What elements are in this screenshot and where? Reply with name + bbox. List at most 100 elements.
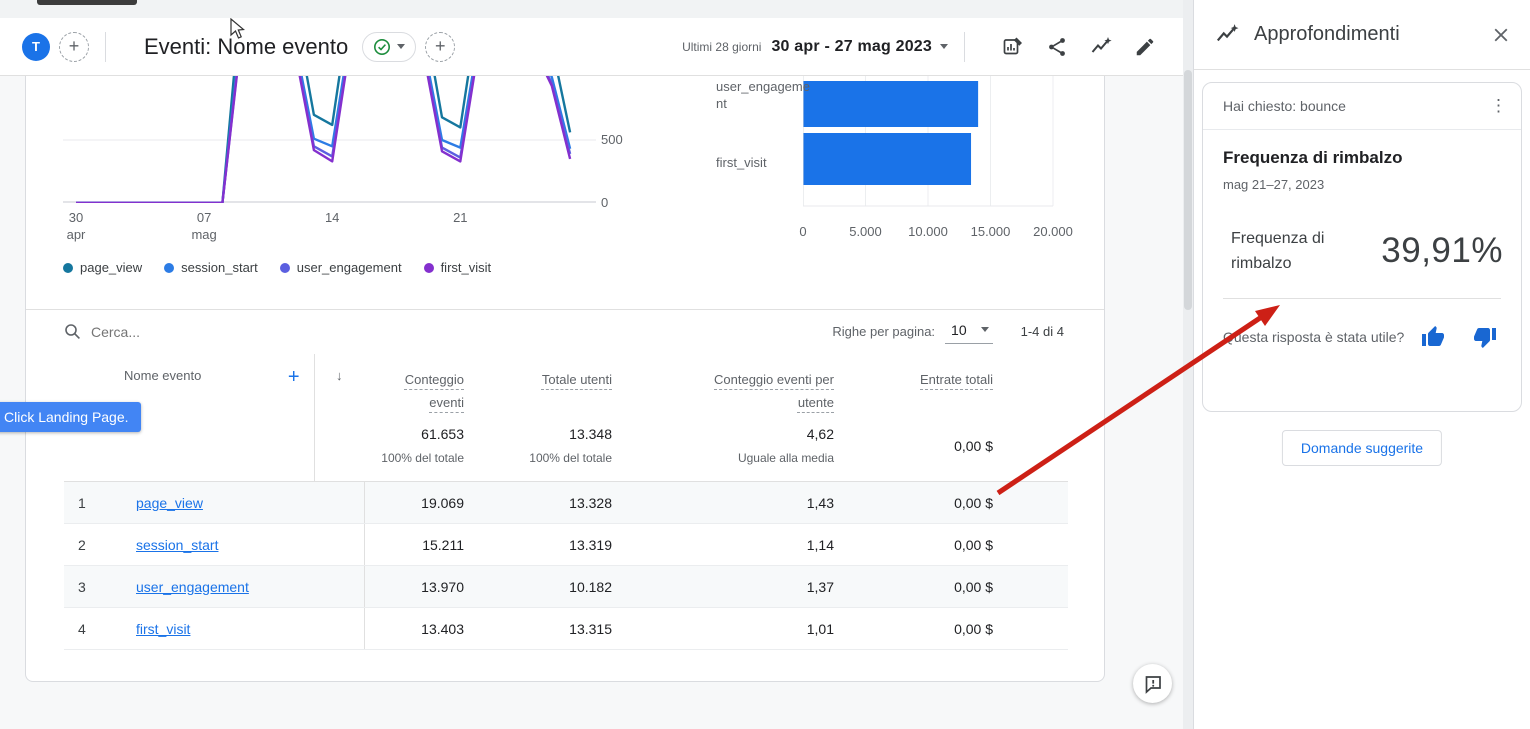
events-table: Nome evento + ↓ Conteggio eventi Totale … <box>64 354 1068 650</box>
cell-conteggio: 13.970 <box>364 565 476 608</box>
row-number: 1 <box>64 481 114 524</box>
check-circle-icon <box>374 38 391 55</box>
legend-item-user_engagement: user_engagement <box>279 260 402 275</box>
table-row: 4 first_visit 13.403 13.315 1,01 0,00 $ <box>64 607 1068 650</box>
insight-period: mag 21–27, 2023 <box>1223 177 1325 192</box>
suggested-questions-button[interactable]: Domande suggerite <box>1281 430 1443 466</box>
thumb-down-icon[interactable] <box>1473 325 1497 349</box>
rows-per-page-label: Righe per pagina: <box>832 324 936 339</box>
x-tick-label: 21 <box>453 210 468 225</box>
cell-utenti: 13.315 <box>476 607 624 650</box>
cell-utenti: 10.182 <box>476 565 624 608</box>
kebab-menu-icon[interactable]: ⋮ <box>1490 96 1507 115</box>
event-link[interactable]: user_engagement <box>136 578 249 595</box>
scrollbar-thumb[interactable] <box>1184 70 1192 310</box>
cell-entrate: 0,00 $ <box>846 565 1068 608</box>
insights-sparkle-icon <box>1216 23 1239 41</box>
event-link[interactable]: first_visit <box>136 620 191 637</box>
toolbar-divider <box>964 31 965 62</box>
totals-row: 61.653 100% del totale 13.348 100% del tot… <box>64 414 1068 482</box>
x-tick-label: 14 <box>324 210 340 225</box>
chevron-down-icon <box>397 44 406 49</box>
cell-entrate: 0,00 $ <box>846 523 1068 566</box>
cell-per-utente: 1,43 <box>624 481 846 524</box>
date-range-value: 30 apr - 27 mag 2023 <box>771 37 932 55</box>
insights-icon[interactable] <box>1089 35 1113 59</box>
event-link[interactable]: session_start <box>136 536 219 553</box>
chat-bubble-icon <box>1145 675 1161 694</box>
column-header-eventi-per-utente[interactable]: Conteggio eventi per utente <box>714 372 834 410</box>
add-dimension-icon[interactable]: + <box>287 366 300 388</box>
share-icon[interactable] <box>1045 35 1069 59</box>
add-report-button[interactable]: + <box>425 31 456 62</box>
chart-legend: page_view session_start user_engagement fir… <box>63 260 491 275</box>
bar-x-tick-label: 10.000 <box>908 224 948 239</box>
x-tick-label: 07 mag <box>191 210 217 242</box>
bar-x-tick-label: 15.000 <box>970 224 1011 239</box>
legend-item-session_start: session_start <box>164 260 258 275</box>
chevron-down-icon <box>940 44 948 49</box>
legend-dot <box>164 262 175 273</box>
events-line-chart: 500 0 30 apr 07 mag 14 21 <box>63 76 663 291</box>
cell-utenti: 13.319 <box>476 523 624 566</box>
insight-card-header: Hai chiesto: bounce ⋮ <box>1203 83 1521 130</box>
landing-page-tooltip: Click Landing Page. <box>0 402 141 432</box>
x-tick-label: 30 apr <box>66 210 86 242</box>
cell-conteggio: 15.211 <box>364 523 476 566</box>
legend-label: session_start <box>181 260 258 275</box>
column-header-conteggio-eventi[interactable]: Conteggio eventi <box>404 372 464 410</box>
report-status-pill[interactable] <box>362 31 417 62</box>
top-strip <box>0 0 1183 18</box>
customize-report-icon[interactable] <box>1001 35 1025 59</box>
legend-label: page_view <box>80 260 143 275</box>
add-account-button[interactable]: + <box>59 31 89 62</box>
header-divider <box>105 31 106 62</box>
chevron-down-icon <box>980 327 989 332</box>
row-number: 4 <box>64 607 114 650</box>
question-label: Hai chiesto: bounce <box>1223 98 1346 114</box>
report-title: Eventi: Nome evento <box>144 33 349 59</box>
account-avatar[interactable]: T <box>22 32 50 61</box>
table-row: 3 user_engagement 13.970 10.182 1,37 0,00 $ <box>64 565 1068 608</box>
thumb-up-icon[interactable] <box>1421 325 1445 349</box>
date-range-selector[interactable]: Ultimi 28 giorni 30 apr - 27 mag 2023 <box>682 38 948 56</box>
row-number: 3 <box>64 565 114 608</box>
events-bar-chart: user_engagement first_visit 0 5.000 10.000 1… <box>691 76 1106 316</box>
feedback-row: Questa risposta è stata utile? <box>1223 325 1497 349</box>
column-header-totale-utenti[interactable]: Totale utenti <box>541 372 612 387</box>
app-header-bar: T + Eventi: Nome evento + Ultimi 28 gior… <box>0 18 1183 76</box>
cell-per-utente: 1,01 <box>624 607 846 650</box>
edit-icon[interactable] <box>1133 35 1157 59</box>
search-icon <box>65 324 80 339</box>
y-tick-label: 500 <box>601 132 623 147</box>
cell-per-utente: 1,14 <box>624 523 846 566</box>
metric-value: 39,91% <box>1381 231 1503 270</box>
y-tick-label: 0 <box>601 195 609 210</box>
legend-dot <box>63 262 73 273</box>
bar-x-tick-label: 5.000 <box>849 224 882 239</box>
bar-x-tick-label: 0 <box>799 224 807 239</box>
metric-row: Frequenza di rimbalzo 39,91% <box>1231 226 1503 276</box>
feedback-chat-button[interactable] <box>1133 664 1172 703</box>
rows-per-page-select[interactable]: 10 <box>945 320 993 344</box>
panel-title: Approfondimenti <box>1254 23 1400 45</box>
insight-card: Hai chiesto: bounce ⋮ Frequenza di rimba… <box>1202 82 1522 412</box>
legend-dot <box>423 262 434 273</box>
legend-item-page_view: page_view <box>63 260 142 275</box>
column-header-entrate-totali[interactable]: Entrate totali <box>920 372 993 387</box>
feedback-prompt: Questa risposta è stata utile? <box>1223 329 1405 345</box>
line-chart-plot <box>63 76 596 203</box>
close-icon[interactable] <box>1490 24 1512 46</box>
event-link[interactable]: page_view <box>136 494 203 511</box>
pagination-range: 1-4 di 4 <box>1020 324 1064 339</box>
row-number: 2 <box>64 523 114 566</box>
cell-conteggio: 19.069 <box>364 481 476 524</box>
bar-x-tick-label: 20.000 <box>1033 224 1073 239</box>
bar-category-label: user_engagement <box>716 79 810 111</box>
search-box[interactable] <box>64 323 311 340</box>
insight-title: Frequenza di rimbalzo <box>1223 148 1403 167</box>
sort-descending-icon[interactable]: ↓ <box>336 368 343 383</box>
legend-label: first_visit <box>440 260 492 275</box>
metric-label: Frequenza di rimbalzo <box>1231 230 1325 272</box>
search-input[interactable] <box>91 323 311 340</box>
